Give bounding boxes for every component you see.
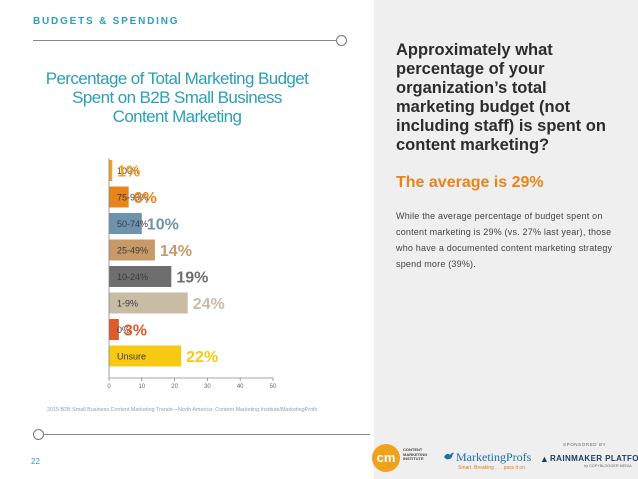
marketingprofs-bird-icon — [444, 452, 454, 460]
bar-1-9% — [109, 292, 188, 314]
bar-10-24% — [109, 266, 172, 287]
x-tick-label: 0 — [107, 384, 111, 390]
bar-category-label: Unsure — [117, 352, 146, 362]
bar-value-label: 1% — [117, 164, 140, 181]
bar-value-label: 6% — [134, 190, 157, 207]
bottom-divider — [43, 434, 370, 435]
bar-value-label: 14% — [160, 243, 192, 260]
bar-50-74% — [109, 213, 142, 234]
bar-category-label: 0% — [117, 325, 130, 335]
bar-100% — [109, 160, 113, 181]
bar-category-label: 100% — [117, 166, 140, 176]
chart-title: Percentage of Total Marketing Budget Spe… — [20, 69, 334, 126]
x-tick-label: 50 — [270, 384, 277, 390]
cmi-text-line: MARKETING — [403, 451, 428, 457]
x-tick-label: 40 — [237, 384, 244, 390]
bar-value-label: 24% — [193, 296, 225, 313]
bar-25-49% — [109, 239, 155, 261]
rainmaker-icon: ▲ — [540, 454, 549, 464]
section-title: BUDGETS & SPENDING — [33, 16, 180, 27]
bar-value-label: 19% — [176, 270, 208, 287]
bar-category-label: 50-74% — [117, 219, 148, 229]
sponsor-footer: cm CONTENT MARKETING INSTITUTE Marketing… — [370, 430, 638, 479]
top-divider — [33, 40, 336, 41]
bar-category-label: 1-9% — [117, 299, 138, 309]
cmi-logo: cm — [372, 444, 400, 472]
page-number: 22 — [31, 457, 40, 466]
cmi-text-line: CONTENT — [403, 447, 423, 452]
right-panel — [374, 0, 638, 479]
bar-Unsure — [109, 345, 182, 367]
rainmaker-sub: by COPYBLOGGER MEDIA — [584, 464, 632, 468]
bar-category-label: 10-24% — [117, 272, 148, 282]
marketingprofs-logo: MarketingProfs — [456, 450, 532, 464]
average-callout: The average is 29% — [396, 174, 544, 191]
chart-source: 2015 B2B Small Business Content Marketin… — [47, 407, 318, 413]
bar-chart: 100%1%75-99%6%50-74%10%25-49% 14%10-24% 19… — [107, 158, 277, 390]
x-tick-label: 20 — [171, 384, 178, 390]
survey-question: Approximately what percentage of your or… — [396, 41, 606, 154]
bar-75-99% — [109, 186, 129, 208]
bar-value-label: 22% — [186, 349, 218, 366]
x-tick-label: 30 — [204, 384, 211, 390]
bar-value-label: 10% — [147, 217, 179, 234]
cmi-wordmark: CONTENT MARKETING INSTITUTE — [403, 447, 428, 462]
bottom-divider-dot — [33, 429, 44, 440]
chart-title-line-3: Content Marketing — [112, 107, 242, 126]
sponsored-by-label: SPONSORED BY — [563, 442, 607, 447]
chart-title-line-1: Percentage of Total Marketing Budget — [45, 69, 309, 88]
marketingprofs-tagline: Smart. Breaking . . . pass it on. — [458, 465, 527, 471]
bar-category-label: 25-49% — [117, 246, 148, 256]
bar-0% — [109, 319, 119, 340]
description-text: While the average percentage of budget s… — [396, 211, 613, 269]
top-divider-dot — [336, 35, 347, 46]
rainmaker-logo: RAINMAKER PLATFORM — [550, 454, 638, 463]
cmi-text-line: INSTITUTE — [403, 456, 424, 461]
bar-category-label: 75-99% — [117, 193, 148, 203]
chart-title-line-2: Spent on B2B Small Business — [72, 88, 282, 107]
bar-value-label: 3% — [124, 323, 147, 340]
x-tick-label: 10 — [138, 384, 145, 390]
